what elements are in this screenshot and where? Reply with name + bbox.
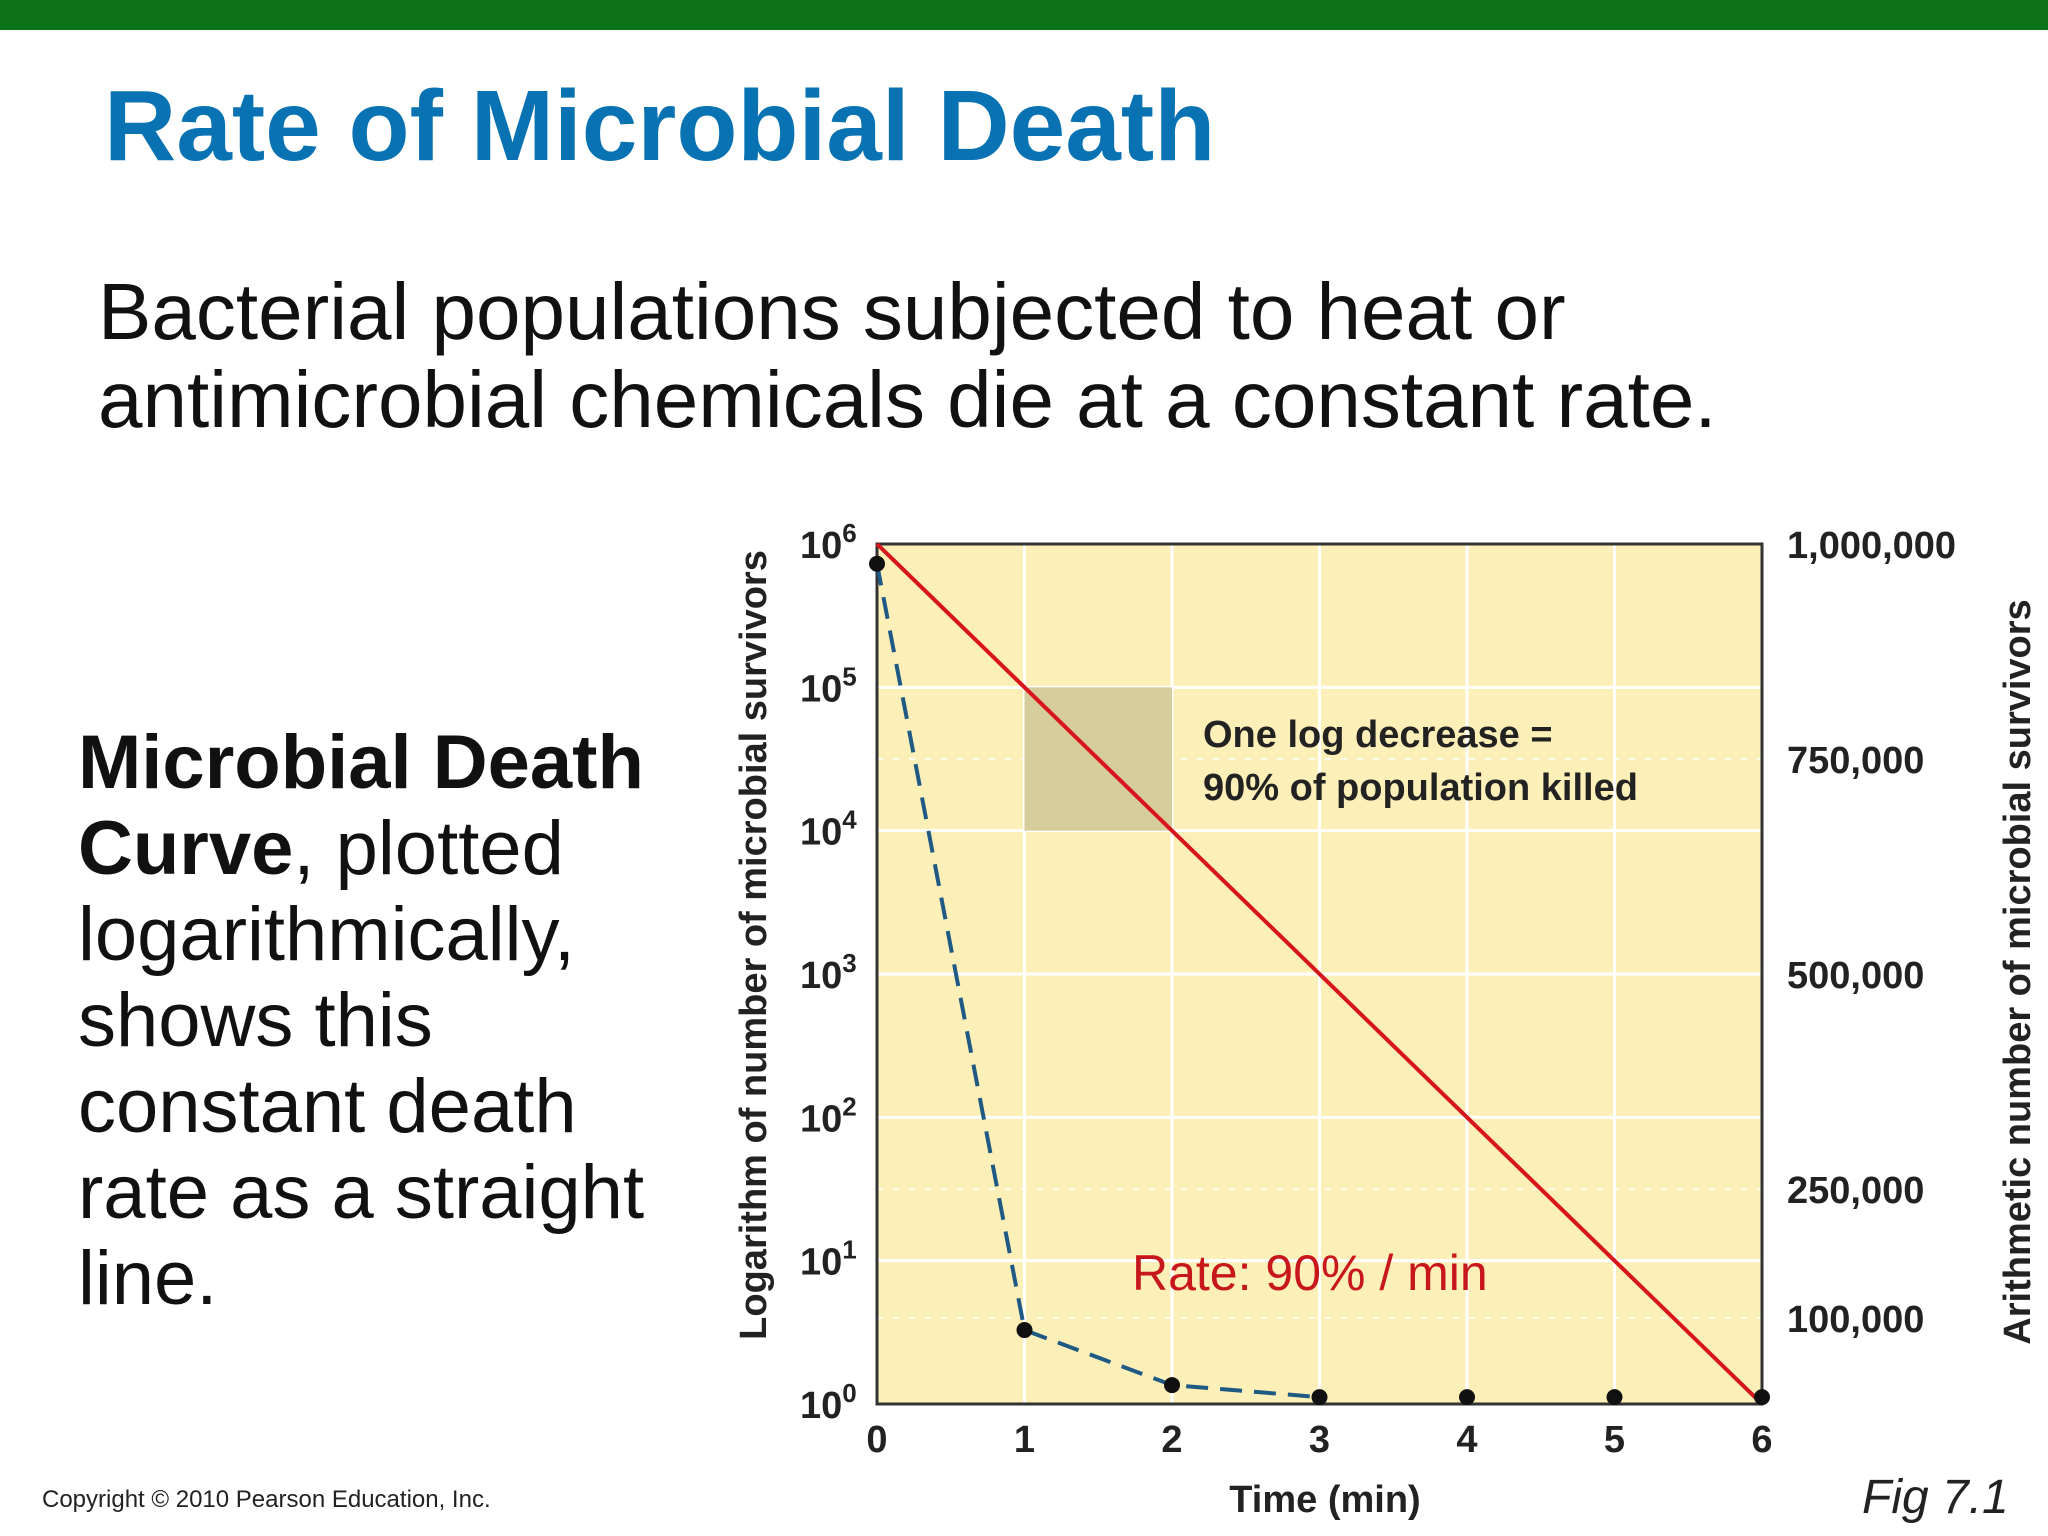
copyright-notice: Copyright © 2010 Pearson Education, Inc.: [42, 1486, 491, 1513]
y-left-tick-label: 105: [800, 661, 857, 710]
y-left-tick-label: 100: [800, 1378, 857, 1427]
slide-title: Rate of Microbial Death: [104, 70, 1216, 182]
x-tick-label: 6: [1751, 1419, 1772, 1461]
annotation-box-line1: One log decrease =: [1203, 714, 1553, 756]
x-tick-label: 0: [866, 1419, 887, 1461]
slide-subtitle: Bacterial populations subjected to heat …: [98, 267, 1717, 444]
x-tick-label: 3: [1309, 1419, 1330, 1461]
x-tick-label: 5: [1604, 1419, 1625, 1461]
series-layer: [869, 542, 1770, 1406]
data-point: [1459, 1389, 1475, 1406]
y-right-tick-label: 100,000: [1787, 1299, 1924, 1341]
y-right-tick-label: 500,000: [1787, 955, 1924, 997]
y-left-tick-label: 102: [800, 1091, 857, 1140]
data-point: [1164, 1377, 1180, 1394]
y-axis-left-label: Logarithm of number of microbial survivo…: [733, 550, 775, 1340]
side-description: Microbial Death Curve, plotted logarithm…: [78, 720, 698, 1322]
x-tick-label: 1: [1014, 1419, 1035, 1461]
y-right-tick-label: 750,000: [1787, 740, 1924, 782]
figure-label: Fig 7.1: [1862, 1471, 2009, 1524]
top-accent-bar: [0, 0, 2048, 30]
data-point: [1311, 1389, 1328, 1406]
data-point: [1754, 1389, 1770, 1406]
tick-labels: 0 1 2 3 4 5 6 100 101 102 103 104 105 106 100,000 250,0…: [800, 518, 1956, 1461]
x-axis-label: Time (min): [1229, 1479, 1420, 1521]
y-right-tick-label: 250,000: [1787, 1170, 1924, 1212]
rate-annotation: Rate: 90% / min: [1132, 1245, 1488, 1301]
side-description-rest: , plotted logarithmically, shows this co…: [78, 806, 645, 1321]
data-point: [869, 555, 885, 572]
x-tick-label: 2: [1161, 1419, 1182, 1461]
y-left-tick-label: 104: [800, 805, 857, 854]
series-line-log: [875, 542, 1764, 1406]
annotation-box-line2: 90% of population killed: [1203, 767, 1638, 809]
data-point: [1016, 1322, 1033, 1339]
series-line-arithmetic: [875, 563, 1320, 1400]
x-tick-label: 4: [1456, 1419, 1477, 1461]
side-description-bold: Microbial Death Curve: [78, 720, 644, 891]
y-left-tick-label: 101: [800, 1235, 857, 1284]
y-left-tick-label: 103: [800, 948, 857, 997]
y-left-tick-label: 106: [800, 518, 857, 567]
y-axis-right-label: Arithmetic number of microbial survivors: [1997, 599, 2039, 1344]
y-right-tick-label: 1,000,000: [1787, 525, 1956, 567]
data-point: [1606, 1389, 1623, 1406]
